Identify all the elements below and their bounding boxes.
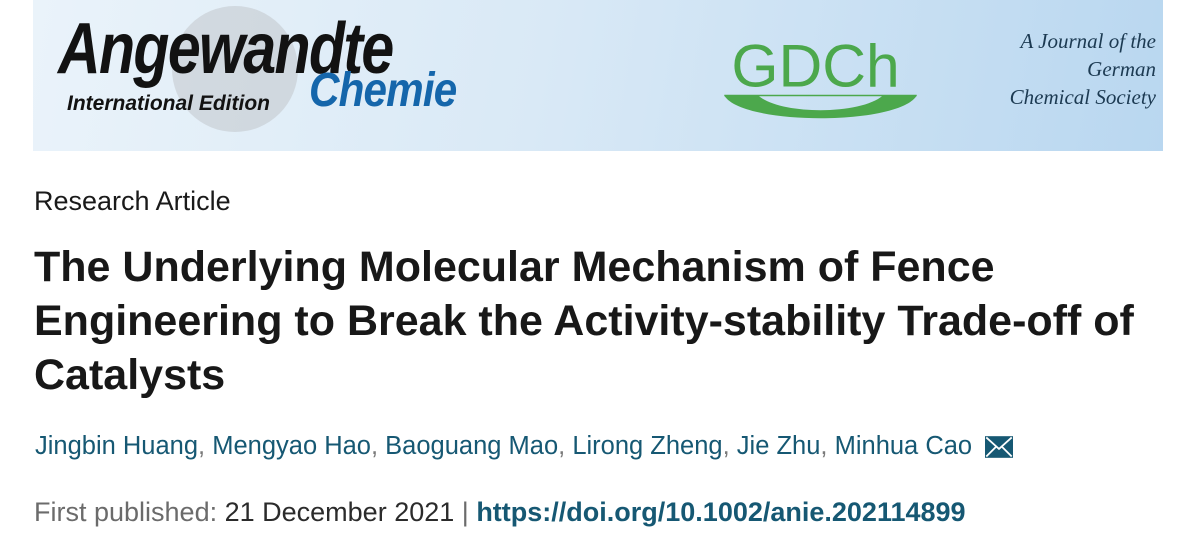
svg-text:GDCh: GDCh bbox=[731, 32, 899, 100]
